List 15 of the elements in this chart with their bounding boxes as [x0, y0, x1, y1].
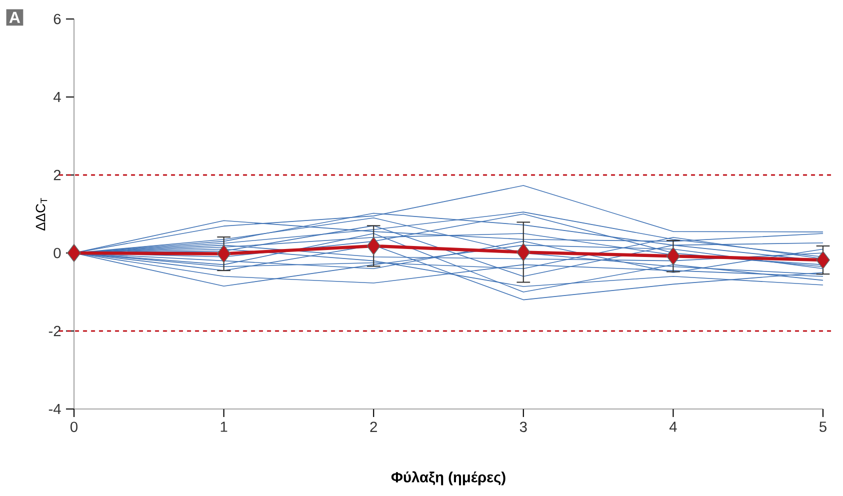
x-axis-title: Φύλαξη (ημέρες): [391, 471, 506, 486]
x-tick-label: 0: [70, 422, 78, 432]
x-tick-label: 4: [669, 422, 677, 432]
y-tick-label: 6: [54, 14, 61, 24]
y-tick-label: -2: [48, 326, 61, 336]
x-tick-label: 2: [370, 422, 377, 432]
x-tick-label: 3: [520, 422, 527, 432]
y-tick-label: 2: [54, 170, 61, 180]
y-axis-title: ΔΔC$_{T}$: [36, 198, 48, 230]
text: A: [9, 12, 20, 23]
y-tick-label: 0: [54, 248, 61, 258]
y-tick-label: 4: [53, 92, 61, 102]
x-tick-label: 1: [220, 422, 228, 432]
y-tick-label: -4: [48, 404, 61, 414]
x-tick-label: 5: [819, 422, 826, 432]
